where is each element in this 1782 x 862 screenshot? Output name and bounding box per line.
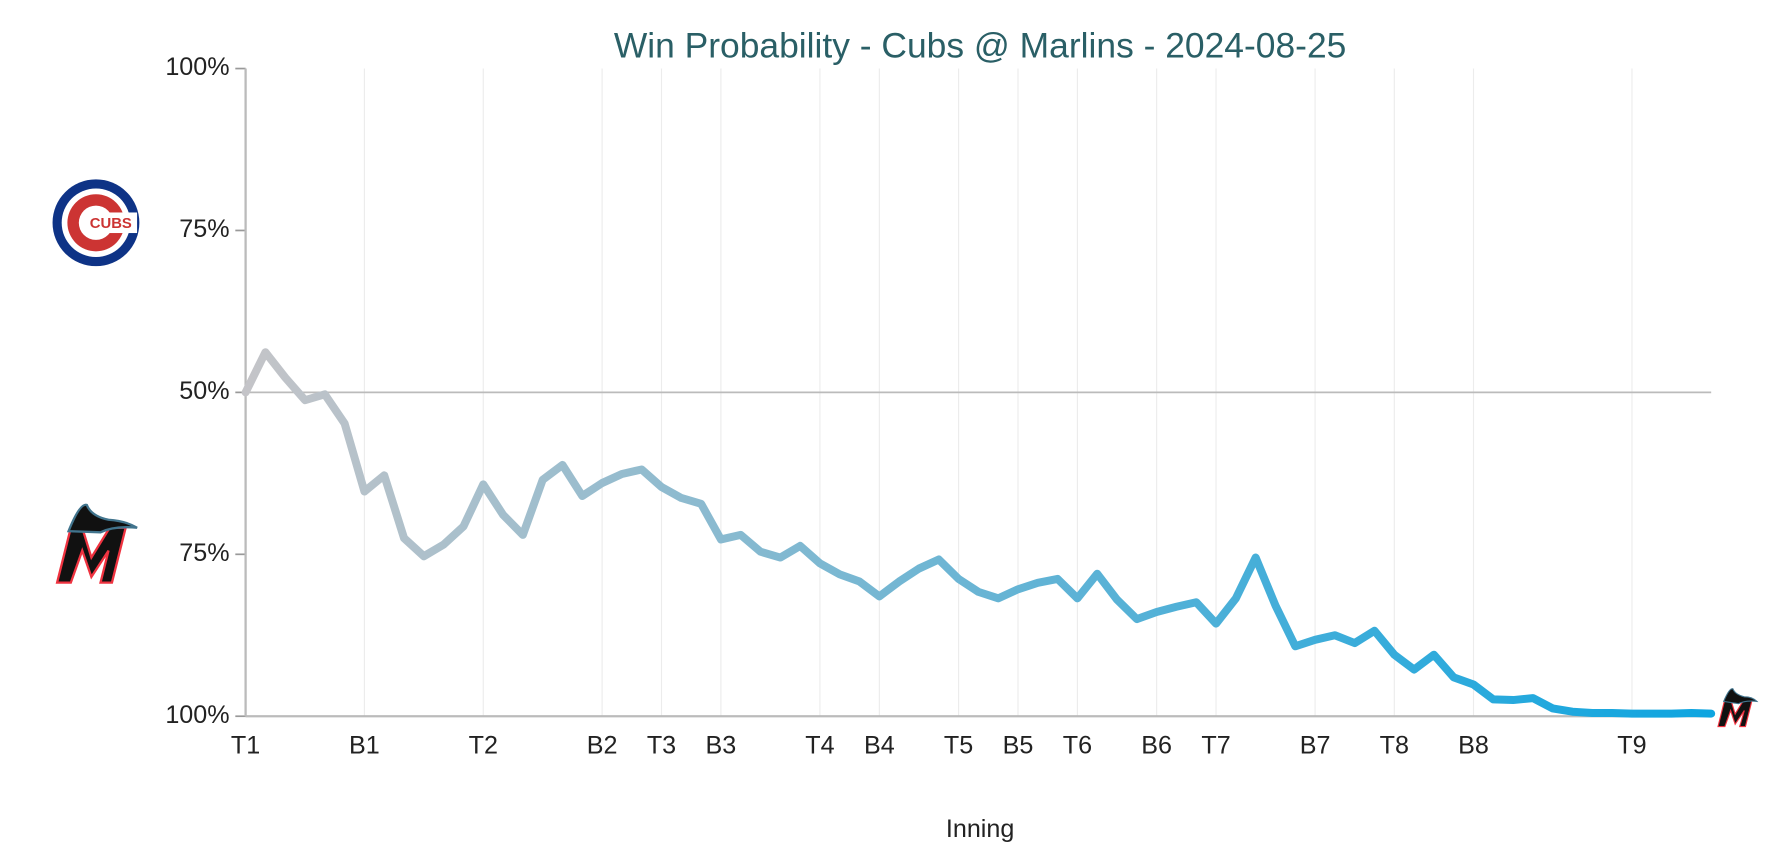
cubs-logo: CUBS (52, 179, 140, 267)
x-tick-label: B7 (1300, 732, 1331, 760)
x-tick-label: T3 (647, 732, 676, 760)
logo-m (55, 526, 128, 584)
x-tick-label: B5 (1003, 732, 1034, 760)
win-probability-line (241, 348, 1716, 718)
x-tick-label: B4 (864, 732, 895, 760)
y-tick-label: 75% (179, 215, 229, 243)
y-tick-label: 100% (165, 701, 229, 729)
x-tick-label: B1 (349, 732, 380, 760)
chart-title: Win Probability - Cubs @ Marlins - 2024-… (614, 25, 1347, 65)
x-tick-label: T2 (469, 732, 498, 760)
marlins-logo (55, 503, 138, 584)
logo-fish (1722, 688, 1759, 705)
x-tick-label: T1 (231, 732, 260, 760)
marlins-logo-small (1717, 688, 1759, 728)
x-tick-label: T6 (1063, 732, 1092, 760)
logo-fish (66, 503, 138, 534)
logo-text: CUBS (90, 216, 132, 232)
x-tick-label: B3 (706, 732, 737, 760)
y-tick-label: 50% (179, 377, 229, 405)
x-tick-label: T5 (944, 732, 973, 760)
x-tick-label: T7 (1201, 732, 1230, 760)
x-tick-label: T9 (1617, 732, 1646, 760)
y-tick-label: 75% (179, 539, 229, 567)
logo-c-gap (95, 212, 138, 234)
x-tick-label: T4 (805, 732, 834, 760)
x-tick-label: B8 (1458, 732, 1489, 760)
x-tick-label: B6 (1141, 732, 1172, 760)
y-tick-label: 100% (165, 53, 229, 81)
x-tick-label: T8 (1380, 732, 1409, 760)
x-axis-label: Inning (946, 815, 1014, 843)
x-tick-label: B2 (587, 732, 618, 760)
